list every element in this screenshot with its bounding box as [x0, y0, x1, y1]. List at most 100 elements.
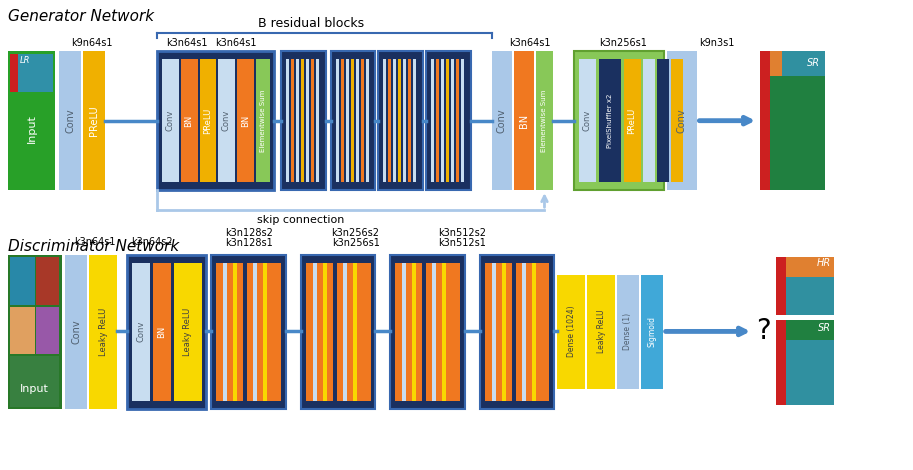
Bar	[558, 275, 585, 389]
Text: Conv: Conv	[66, 109, 75, 133]
Bar	[761, 51, 824, 190]
Text: Input: Input	[26, 114, 37, 143]
Bar	[263, 263, 268, 401]
Bar	[200, 59, 216, 182]
Text: PReLU: PReLU	[627, 108, 636, 134]
Text: k3n64s1: k3n64s1	[166, 38, 207, 48]
Bar	[492, 263, 496, 401]
Bar	[7, 255, 62, 409]
Bar	[624, 59, 641, 182]
Bar	[331, 51, 375, 190]
Bar	[351, 59, 353, 182]
Text: ?: ?	[756, 317, 771, 345]
Bar	[301, 255, 375, 409]
Bar	[441, 59, 444, 182]
Bar	[10, 356, 59, 407]
Bar	[89, 255, 117, 409]
Bar	[132, 263, 150, 401]
Text: Leaky ReLU: Leaky ReLU	[596, 310, 605, 353]
Text: Elementwise Sum: Elementwise Sum	[541, 89, 548, 152]
Bar	[451, 59, 454, 182]
Bar	[291, 59, 294, 182]
Bar	[306, 263, 371, 401]
Bar	[786, 321, 834, 340]
Bar	[442, 263, 446, 401]
Text: Sigmoid: Sigmoid	[647, 316, 656, 347]
Bar	[426, 51, 471, 190]
Text: PReLU: PReLU	[203, 108, 212, 134]
Bar	[587, 275, 615, 389]
Bar	[776, 257, 786, 314]
Bar	[776, 257, 834, 314]
Bar	[414, 59, 416, 182]
Bar	[361, 59, 363, 182]
Bar	[323, 263, 327, 401]
Text: BN: BN	[157, 325, 166, 337]
Text: Dense (1): Dense (1)	[624, 313, 633, 350]
Text: Leaky ReLU: Leaky ReLU	[99, 307, 108, 355]
Text: PReLU: PReLU	[89, 105, 100, 136]
Text: Input: Input	[20, 384, 49, 394]
Bar	[346, 59, 349, 182]
Text: SR: SR	[818, 323, 831, 333]
Text: Leaky ReLU: Leaky ReLU	[184, 307, 192, 355]
Text: Conv: Conv	[71, 319, 81, 344]
Bar	[237, 59, 254, 182]
Text: k9n64s1: k9n64s1	[71, 38, 113, 48]
Text: k3n256s1: k3n256s1	[331, 238, 380, 248]
Bar	[36, 306, 59, 354]
Text: k3n64s1: k3n64s1	[74, 237, 116, 247]
Bar	[422, 263, 426, 401]
Bar	[617, 275, 639, 389]
Text: Elementwise Sum: Elementwise Sum	[260, 89, 267, 152]
Bar	[162, 59, 179, 182]
Bar	[224, 263, 227, 401]
Text: HR: HR	[816, 258, 831, 268]
Bar	[59, 51, 81, 190]
Bar	[388, 59, 392, 182]
Bar	[313, 263, 317, 401]
Text: Dense (1024): Dense (1024)	[567, 306, 576, 357]
Bar	[352, 263, 357, 401]
Text: k3n128s2: k3n128s2	[226, 228, 273, 238]
Bar	[761, 51, 771, 190]
Bar	[316, 59, 319, 182]
Text: BN: BN	[519, 114, 529, 128]
Text: Conv: Conv	[136, 321, 145, 342]
Bar	[502, 263, 506, 401]
Bar	[395, 263, 460, 401]
Text: LR: LR	[19, 55, 30, 64]
Bar	[257, 59, 270, 182]
Bar	[531, 263, 536, 401]
Bar	[574, 51, 664, 190]
Bar	[152, 263, 171, 401]
Text: skip connection: skip connection	[257, 215, 344, 225]
Bar	[480, 255, 554, 409]
Bar	[10, 54, 17, 92]
Bar	[10, 257, 35, 305]
Bar	[66, 255, 88, 409]
Bar	[181, 59, 197, 182]
Bar	[671, 59, 683, 182]
Text: Conv: Conv	[497, 109, 507, 133]
Bar	[403, 263, 406, 401]
Bar	[301, 59, 304, 182]
Text: k3n64s2: k3n64s2	[131, 237, 173, 247]
Text: Conv: Conv	[222, 110, 231, 132]
Bar	[666, 51, 697, 190]
Bar	[404, 59, 406, 182]
Bar	[394, 59, 396, 182]
Bar	[485, 263, 550, 401]
Bar	[511, 263, 516, 401]
Bar	[341, 59, 343, 182]
Bar	[579, 59, 596, 182]
Bar	[355, 59, 359, 182]
Bar	[7, 51, 56, 190]
Bar	[243, 263, 247, 401]
Bar	[310, 59, 314, 182]
Bar	[461, 59, 464, 182]
Text: B residual blocks: B residual blocks	[257, 17, 364, 30]
Text: Conv: Conv	[677, 109, 687, 133]
Text: k3n512s2: k3n512s2	[438, 228, 486, 238]
Bar	[36, 257, 59, 305]
